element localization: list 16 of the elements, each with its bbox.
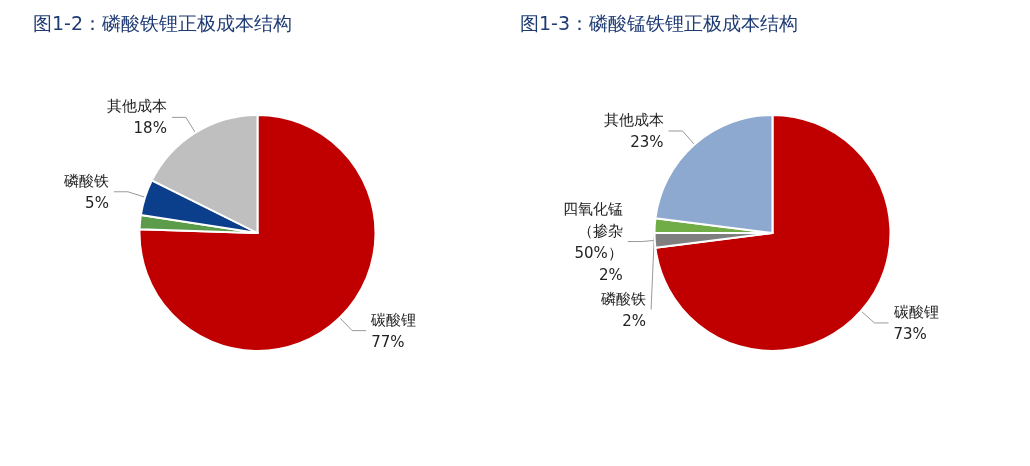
slice-label: 碳酸锂 — [370, 310, 417, 329]
slice-label: 磷酸铁 — [62, 171, 109, 190]
data-label: 2% — [598, 265, 623, 284]
data-label: 18% — [133, 119, 167, 138]
chart-title: 图1-3：磷酸锰铁锂正极成本结构 — [520, 11, 799, 34]
data-label: 23% — [630, 132, 664, 151]
data-label: 77% — [371, 332, 405, 351]
data-label: 5% — [85, 193, 109, 212]
slice-label: 四氧化锰（掺杂50%） — [562, 199, 623, 262]
slice-label: 其他成本 — [106, 97, 167, 116]
data-label: 73% — [893, 324, 927, 343]
slice-label: 磷酸铁 — [600, 289, 647, 308]
data-label: 2% — [622, 311, 647, 330]
slice-label: 其他成本 — [603, 110, 664, 129]
chart-title: 图1-2：磷酸铁锂正极成本结构 — [33, 11, 293, 34]
slice-label: 碳酸锂 — [892, 302, 939, 321]
